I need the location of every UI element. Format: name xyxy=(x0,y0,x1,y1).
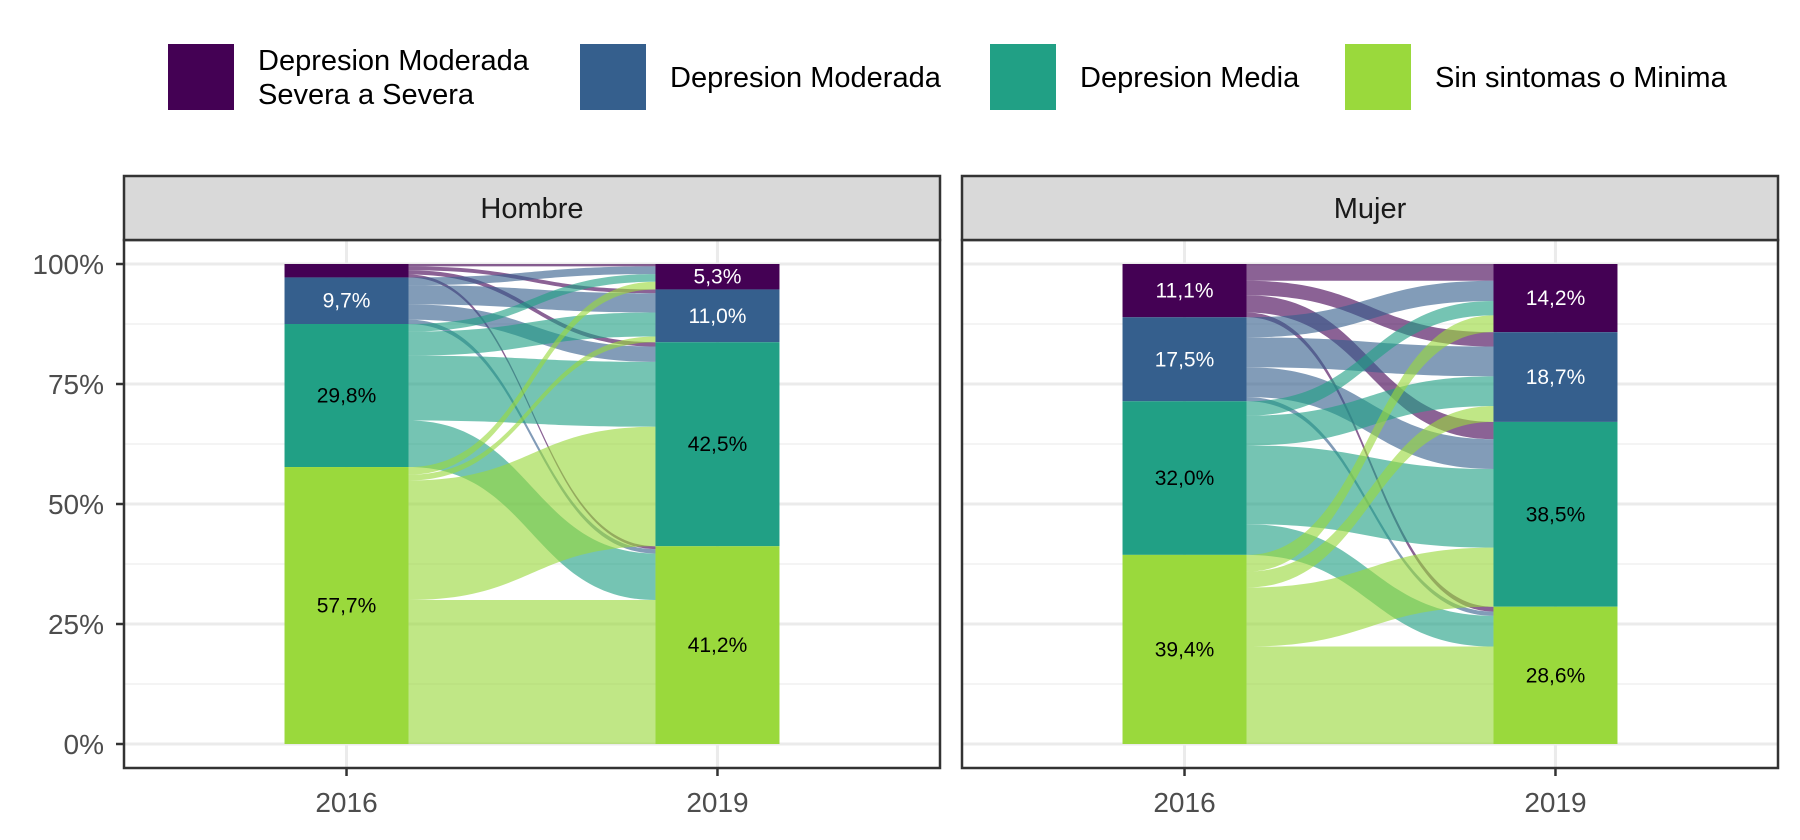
flow-min-to-mod xyxy=(1246,406,1494,588)
flows xyxy=(1246,264,1494,744)
stack-2019-min xyxy=(655,546,780,744)
stack-label-2016-mod: 17,5% xyxy=(1155,348,1215,371)
legend-item-mod: Depresion Moderada xyxy=(580,44,942,110)
stacks: 9,7% 29,8% 57,7% 5,3% 11,0% 42,5% 41,2% xyxy=(284,264,780,744)
flow-min-to-min xyxy=(1246,646,1494,744)
stack-label-2019-min: 41,2% xyxy=(688,634,748,657)
stack-2016-mod xyxy=(1122,317,1247,402)
stack-2016-sev xyxy=(284,264,409,278)
panels: 9,7% 29,8% 57,7% 5,3% 11,0% 42,5% 41,2% Hombre 2… xyxy=(122,174,1780,818)
y-tick-label: 0% xyxy=(64,729,104,760)
legend-key-med xyxy=(990,44,1056,110)
flow-med-to-sev xyxy=(408,274,656,332)
y-axis: 0% 25% 50% 75% 100% xyxy=(32,249,124,760)
stack-label-2019-min: 28,6% xyxy=(1526,664,1586,687)
flow-sev-to-sev xyxy=(408,264,656,267)
flow-med-to-mod xyxy=(1246,376,1494,446)
y-tick-label: 25% xyxy=(48,609,104,640)
stack-label-2019-mod: 11,0% xyxy=(688,305,746,328)
flows xyxy=(408,264,656,744)
stack-2019-med xyxy=(655,342,780,547)
x-tick-label: 2019 xyxy=(1524,787,1586,818)
stack-label-2019-sev: 14,2% xyxy=(1526,287,1586,310)
flow-min-to-med xyxy=(1246,547,1494,647)
flow-min-to-med xyxy=(408,426,656,600)
legend-label-min: Sin sintomas o Minima xyxy=(1435,62,1728,94)
stack-2016-min xyxy=(1122,554,1247,744)
stack-2016-min xyxy=(284,467,409,744)
stack-label-2019-mod: 18,7% xyxy=(1526,366,1586,389)
legend-item-min: Sin sintomas o Minima xyxy=(1345,44,1728,110)
x-tick-label: 2019 xyxy=(686,787,748,818)
y-tick-label: 75% xyxy=(48,369,104,400)
stack-2019-mod xyxy=(1493,332,1618,422)
stack-label-2016-med: 32,0% xyxy=(1155,467,1215,490)
x-tick-label: 2016 xyxy=(315,787,377,818)
stack-label-2016-min: 57,7% xyxy=(317,595,377,618)
legend-label-sev: Depresion Moderada xyxy=(258,45,530,77)
flow-min-to-mod xyxy=(408,336,656,481)
stack-label-2016-sev: 11,1% xyxy=(1156,280,1214,303)
strip xyxy=(960,174,1780,242)
stack-2016-med xyxy=(284,324,409,468)
flow-min-to-min xyxy=(408,600,656,744)
strip xyxy=(122,174,942,242)
stack-label-2019-med: 42,5% xyxy=(688,433,748,456)
legend-key-sev xyxy=(168,44,234,110)
stack-2016-med xyxy=(1122,401,1247,555)
stack-2016-mod xyxy=(284,277,409,324)
flow-mod-to-sev xyxy=(408,266,656,286)
stack-label-2019-med: 38,5% xyxy=(1526,503,1586,526)
stack-label-2019-sev: 5,3% xyxy=(694,266,742,289)
flow-mod-to-sev xyxy=(1246,280,1494,338)
stack-2019-sev xyxy=(655,264,780,290)
flow-sev-to-mod xyxy=(408,266,656,294)
y-tick-label: 100% xyxy=(32,249,104,280)
flow-med-to-sev xyxy=(1246,300,1494,416)
legend-key-mod xyxy=(580,44,646,110)
stack-label-2016-med: 29,8% xyxy=(317,385,377,408)
legend-label-mod: Depresion Moderada xyxy=(670,62,942,94)
strip-label: Mujer xyxy=(1334,193,1407,225)
flow-min-to-sev xyxy=(1246,315,1494,572)
stack-label-2016-mod: 9,7% xyxy=(323,290,371,313)
x-tick-label: 2016 xyxy=(1153,787,1215,818)
legend-key-min xyxy=(1345,44,1411,110)
flow-sev-to-sev xyxy=(1246,264,1494,281)
stack-label-2016-min: 39,4% xyxy=(1155,638,1215,661)
flow-mod-to-min xyxy=(408,319,656,554)
y-tick-label: 50% xyxy=(48,489,104,520)
flow-med-to-mod xyxy=(408,312,656,356)
panel-hombre: 9,7% 29,8% 57,7% 5,3% 11,0% 42,5% 41,2% Hombre 2… xyxy=(122,174,942,818)
stack-2019-med xyxy=(1493,421,1618,607)
stacks: 11,1% 17,5% 32,0% 39,4% 14,2% 18,7% 38,5% 28,6% xyxy=(1122,264,1618,744)
stack-2019-min xyxy=(1493,606,1618,744)
legend-label-sev: Severa a Severa xyxy=(258,79,475,111)
flow-med-to-med xyxy=(408,355,656,427)
strip-label: Hombre xyxy=(480,193,583,225)
legend-item-med: Depresion Media xyxy=(990,44,1300,110)
legend-label-med: Depresion Media xyxy=(1080,62,1300,94)
flow-min-to-sev xyxy=(408,281,656,475)
stack-2016-sev xyxy=(1122,264,1247,318)
stack-2019-sev xyxy=(1493,264,1618,333)
stack-2019-mod xyxy=(655,289,780,343)
panel-mujer: 11,1% 17,5% 32,0% 39,4% 14,2% 18,7% 38,5% 28,6%… xyxy=(960,174,1780,818)
